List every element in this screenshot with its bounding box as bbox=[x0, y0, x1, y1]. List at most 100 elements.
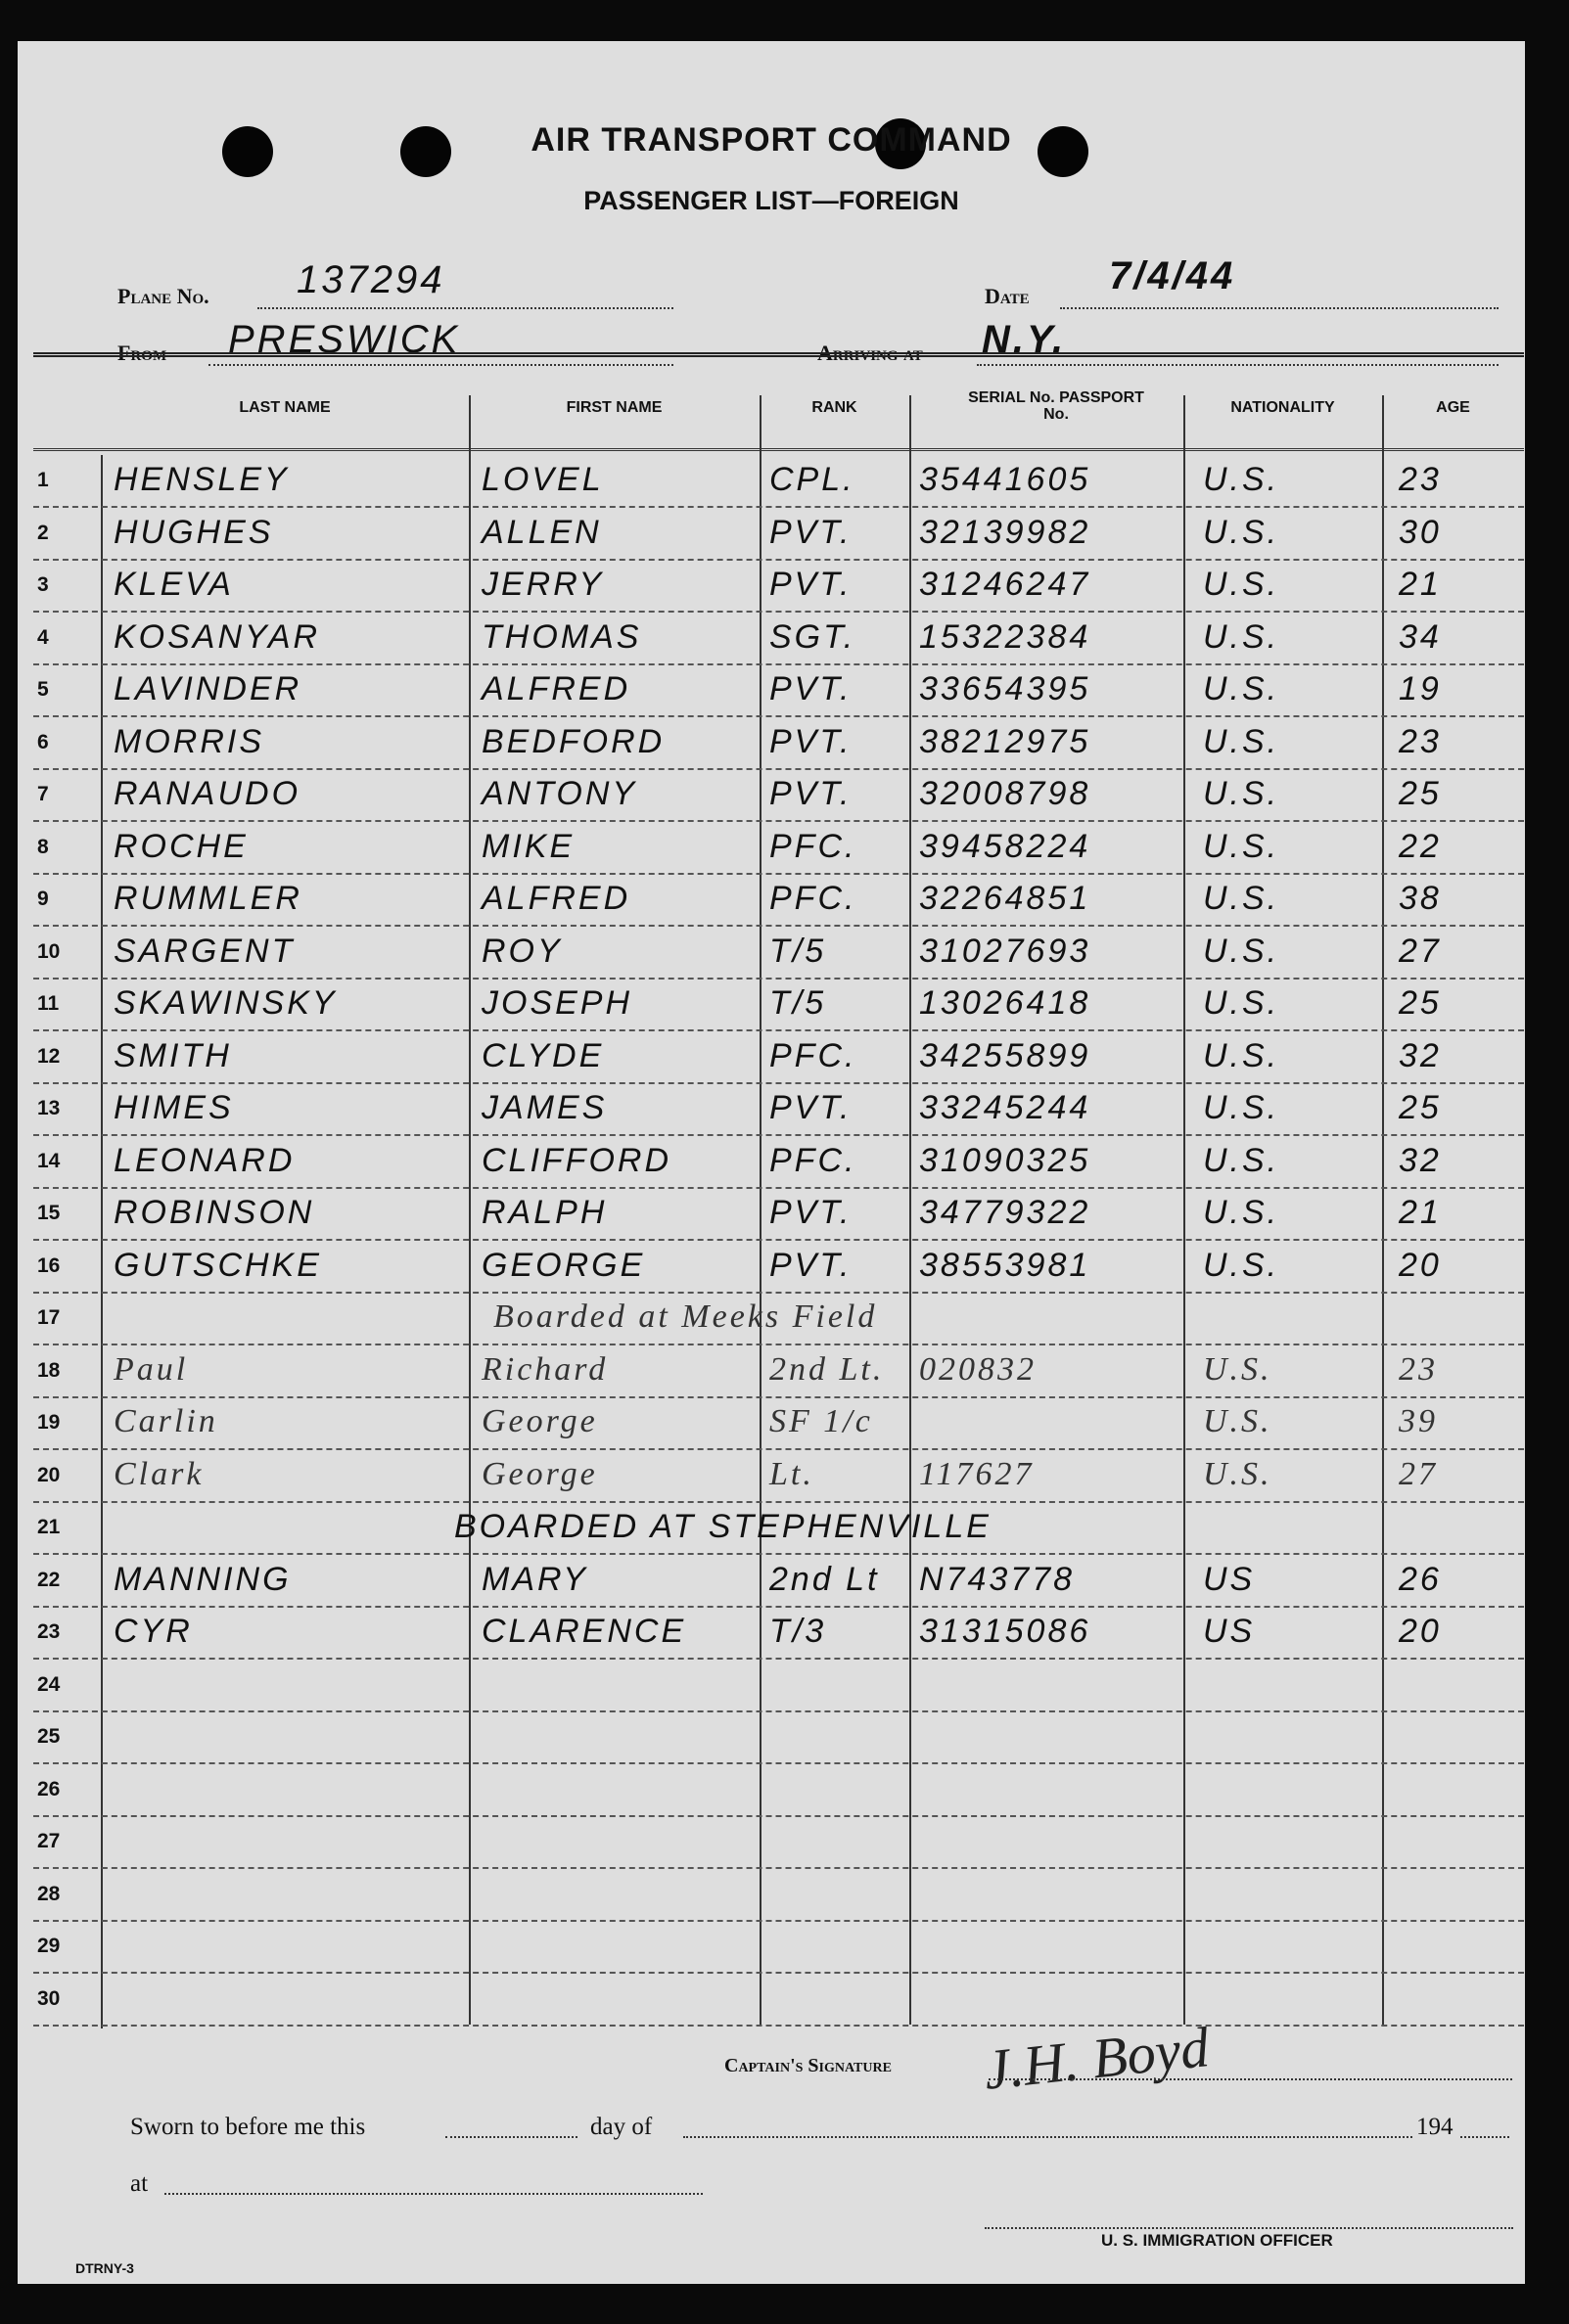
serial-number-cell: 15322384 bbox=[919, 617, 1091, 656]
table-row: 29 bbox=[33, 1921, 1524, 1974]
serial-number-cell: N743778 bbox=[919, 1560, 1076, 1598]
last-name-cell: KLEVA bbox=[114, 566, 234, 603]
nationality-cell: U.S. bbox=[1203, 1350, 1272, 1388]
row-number: 9 bbox=[37, 888, 49, 910]
at-label: at bbox=[130, 2170, 149, 2197]
last-name-cell: LAVINDER bbox=[114, 670, 302, 707]
nationality-cell: U.S. bbox=[1203, 617, 1280, 656]
nationality-cell: U.S. bbox=[1203, 932, 1280, 970]
row-number: 16 bbox=[37, 1253, 61, 1277]
age-cell: 20 bbox=[1399, 1613, 1442, 1650]
table-row: 23 CYR CLARENCE T/3 31315086 US 20 bbox=[33, 1607, 1524, 1660]
nationality-cell: U.S. bbox=[1203, 566, 1280, 603]
plane-line bbox=[257, 307, 673, 309]
row-number: 18 bbox=[37, 1358, 61, 1382]
day-of-label: day of bbox=[590, 2114, 653, 2140]
row-number: 21 bbox=[37, 1516, 61, 1538]
rank-cell: SGT. bbox=[769, 617, 856, 656]
month-line bbox=[683, 2136, 1412, 2138]
rank-cell: PVT. bbox=[769, 1194, 853, 1231]
table-row: 16 GUTSCHKE GEORGE PVT. 38553981 U.S. 20 bbox=[33, 1241, 1524, 1294]
nationality-cell: U.S. bbox=[1203, 1089, 1280, 1126]
age-cell: 39 bbox=[1399, 1403, 1438, 1439]
row-number: 27 bbox=[37, 1830, 61, 1852]
row-number: 25 bbox=[37, 1725, 61, 1748]
serial-number-cell: 020832 bbox=[919, 1350, 1037, 1388]
row-note: Boarded at Meeks Field bbox=[493, 1299, 878, 1335]
header-first-name: FIRST NAME bbox=[566, 399, 663, 416]
first-name-cell: ALFRED bbox=[482, 670, 631, 707]
form-subtitle: PASSENGER LIST—FOREIGN bbox=[583, 186, 959, 215]
table-row: 3 KLEVA JERRY PVT. 31246247 U.S. 21 bbox=[33, 560, 1524, 613]
nationality-cell: US bbox=[1203, 1613, 1256, 1650]
table-row: 12 SMITH CLYDE PFC. 34255899 U.S. 32 bbox=[33, 1031, 1524, 1084]
row-number: 2 bbox=[37, 521, 49, 544]
row-number: 24 bbox=[37, 1672, 61, 1696]
serial-number-cell: 33245244 bbox=[919, 1089, 1091, 1126]
age-cell: 38 bbox=[1399, 880, 1442, 917]
last-name-cell: SKAWINSKY bbox=[114, 984, 338, 1022]
last-name-cell: HUGHES bbox=[114, 513, 274, 551]
first-name-cell: MARY bbox=[482, 1560, 588, 1598]
age-cell: 21 bbox=[1399, 1194, 1442, 1231]
last-name-cell: LEONARD bbox=[114, 1141, 296, 1179]
age-cell: 34 bbox=[1399, 617, 1442, 656]
serial-number-cell: 31315086 bbox=[919, 1613, 1091, 1650]
serial-number-cell: 31090325 bbox=[919, 1141, 1091, 1179]
row-number: 10 bbox=[37, 939, 61, 963]
row-number: 23 bbox=[37, 1620, 61, 1643]
last-name-cell: CYR bbox=[114, 1613, 193, 1650]
punch-hole bbox=[1038, 126, 1088, 177]
at-line bbox=[164, 2193, 703, 2195]
row-number: 12 bbox=[37, 1044, 61, 1068]
nationality-cell: U.S. bbox=[1203, 827, 1280, 865]
date-line bbox=[1060, 307, 1499, 309]
row-number: 19 bbox=[37, 1411, 61, 1434]
row-number: 28 bbox=[37, 1882, 61, 1905]
nationality-cell: U.S. bbox=[1203, 1455, 1272, 1492]
serial-number-cell: 35441605 bbox=[919, 461, 1091, 498]
table-row: 19 Carlin George SF 1/c U.S. 39 bbox=[33, 1397, 1524, 1450]
row-number: 30 bbox=[37, 1986, 61, 2010]
first-name-cell: LOVEL bbox=[482, 461, 604, 498]
first-name-cell: CLARENCE bbox=[482, 1613, 687, 1650]
table-row: 20 Clark George Lt. 117627 U.S. 27 bbox=[33, 1450, 1524, 1503]
last-name-cell: SARGENT bbox=[114, 932, 296, 970]
rank-cell: PVT. bbox=[769, 775, 853, 812]
table-row: 2 HUGHES ALLEN PVT. 32139982 U.S. 30 bbox=[33, 508, 1524, 561]
table-row: 17 Boarded at Meeks Field bbox=[33, 1293, 1524, 1345]
nationality-cell: U.S. bbox=[1203, 1141, 1280, 1179]
serial-number-cell: 32139982 bbox=[919, 513, 1091, 551]
age-cell: 20 bbox=[1399, 1246, 1442, 1284]
rank-cell: T/5 bbox=[769, 984, 827, 1022]
row-number: 15 bbox=[37, 1202, 61, 1224]
year-prefix: 194 bbox=[1416, 2114, 1454, 2140]
nationality-cell: U.S. bbox=[1203, 513, 1280, 551]
serial-number-cell: 38212975 bbox=[919, 722, 1091, 760]
row-number: 22 bbox=[37, 1568, 61, 1591]
last-name-cell: SMITH bbox=[114, 1036, 232, 1074]
nationality-cell: U.S. bbox=[1203, 1403, 1272, 1439]
form-code: DTRNY-3 bbox=[75, 2260, 134, 2276]
age-cell: 23 bbox=[1399, 461, 1442, 498]
age-cell: 30 bbox=[1399, 513, 1442, 551]
header-age: AGE bbox=[1436, 399, 1470, 416]
first-name-cell: Richard bbox=[482, 1350, 609, 1388]
officer-label: U. S. IMMIGRATION OFFICER bbox=[1101, 2231, 1333, 2250]
table-row: 6 MORRIS BEDFORD PVT. 38212975 U.S. 23 bbox=[33, 717, 1524, 770]
table-row: 10 SARGENT ROY T/5 31027693 U.S. 27 bbox=[33, 927, 1524, 980]
serial-number-cell: 32264851 bbox=[919, 880, 1091, 917]
rank-cell: PFC. bbox=[769, 880, 857, 917]
rank-cell: PFC. bbox=[769, 1036, 857, 1074]
table-row: 13 HIMES JAMES PVT. 33245244 U.S. 25 bbox=[33, 1083, 1524, 1136]
serial-number-cell: 32008798 bbox=[919, 775, 1091, 812]
serial-number-cell: 38553981 bbox=[919, 1246, 1091, 1284]
table-row: 14 LEONARD CLIFFORD PFC. 31090325 U.S. 32 bbox=[33, 1136, 1524, 1189]
rank-cell: Lt. bbox=[769, 1455, 814, 1492]
table-row: 15 ROBINSON RALPH PVT. 34779322 U.S. 21 bbox=[33, 1188, 1524, 1241]
rank-cell: 2nd Lt. bbox=[769, 1350, 885, 1388]
age-cell: 23 bbox=[1399, 1350, 1438, 1388]
nationality-cell: US bbox=[1203, 1560, 1256, 1598]
last-name-cell: GUTSCHKE bbox=[114, 1246, 322, 1284]
serial-number-cell: 33654395 bbox=[919, 670, 1091, 707]
